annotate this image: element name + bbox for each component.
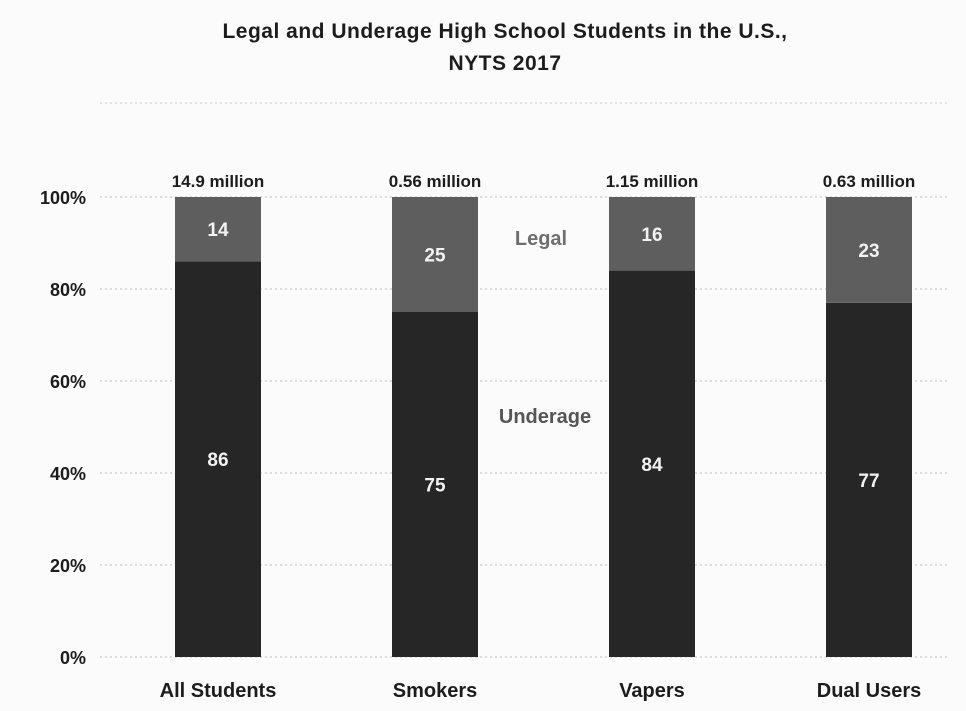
- bar-underage: [826, 302, 912, 657]
- chart-title-line-2: NYTS 2017: [448, 52, 561, 75]
- x-category-label: Dual Users: [817, 680, 922, 702]
- bar-legal: [392, 197, 478, 312]
- data-labels: 86 14 14.9 million All Students 75 25 0.56 mil…: [160, 172, 922, 702]
- y-axis: 0% 20% 40% 60% 80% 100%: [40, 188, 86, 668]
- y-tick-label: 100%: [40, 188, 86, 208]
- bar-legal: [826, 197, 912, 303]
- chart-title-line-1: Legal and Underage High School Students …: [222, 20, 787, 43]
- bars: [175, 197, 912, 657]
- data-label-underage: 86: [207, 450, 228, 471]
- x-category-label: All Students: [160, 680, 277, 702]
- chart-title: Legal and Underage High School Students …: [222, 20, 787, 75]
- bar-total-label: 1.15 million: [606, 172, 699, 191]
- y-tick-label: 40%: [50, 464, 86, 484]
- data-label-legal: 14: [207, 220, 229, 241]
- data-label-legal: 16: [641, 225, 662, 246]
- data-label-legal: 23: [858, 241, 879, 262]
- bar-total-label: 0.63 million: [823, 172, 916, 191]
- data-label-underage: 77: [858, 471, 879, 492]
- data-label-legal: 25: [424, 246, 446, 267]
- y-tick-label: 60%: [50, 372, 86, 392]
- data-label-underage: 75: [424, 476, 446, 497]
- series-label-legal: Legal: [515, 228, 567, 250]
- y-tick-label: 80%: [50, 280, 86, 300]
- series-label-underage: Underage: [499, 406, 591, 428]
- data-label-underage: 84: [641, 455, 663, 476]
- bar-legal: [609, 197, 695, 271]
- y-tick-label: 0%: [60, 648, 86, 668]
- bar-underage: [392, 312, 478, 657]
- y-tick-label: 20%: [50, 556, 86, 576]
- x-category-label: Vapers: [619, 680, 685, 702]
- bar-legal: [175, 197, 261, 262]
- x-category-label: Smokers: [393, 680, 478, 702]
- bar-total-label: 0.56 million: [389, 172, 482, 191]
- bar-underage: [609, 270, 695, 657]
- bar-total-label: 14.9 million: [172, 172, 265, 191]
- bar-underage: [175, 261, 261, 657]
